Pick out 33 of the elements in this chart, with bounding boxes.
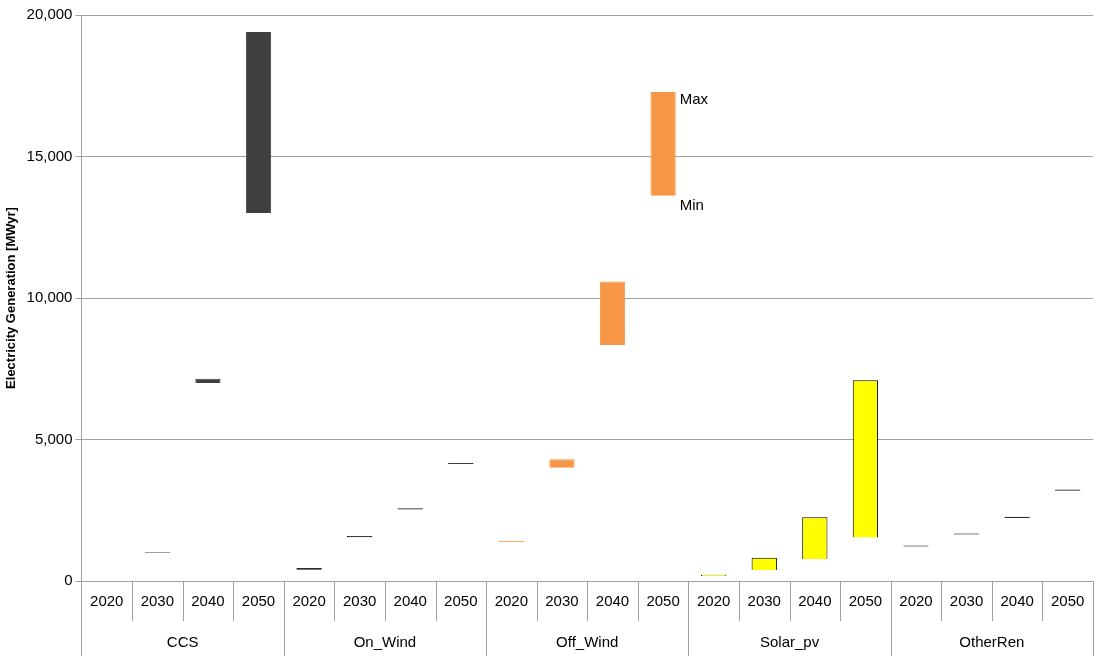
x-tick-label: 2020 <box>899 592 933 610</box>
x-tick-label: 2020 <box>90 592 124 610</box>
y-tick-label: 10,000 <box>26 288 73 306</box>
y-tick-label: 0 <box>64 571 73 589</box>
x-tick-label: 2040 <box>393 592 427 610</box>
x-tick-label: 2030 <box>342 592 377 610</box>
x-tick-label: 2030 <box>949 592 984 610</box>
x-tick-label: 2020 <box>494 592 529 610</box>
y-tick-label: 5,000 <box>34 429 73 447</box>
x-tick-label: 2050 <box>1051 592 1085 610</box>
x-tick-label: 2040 <box>1000 592 1034 610</box>
x-tick-label: 2050 <box>646 592 680 610</box>
y-tick-label: 15,000 <box>26 146 73 164</box>
x-tick-label: 2030 <box>747 592 781 610</box>
x-tick-label: 2050 <box>444 592 478 610</box>
x-tick-label: 2040 <box>595 592 630 610</box>
text: OtherRen <box>959 633 1025 651</box>
x-tick-label: 2030 <box>140 592 175 610</box>
x-tick-label: 2020 <box>292 592 326 610</box>
x-tick-label: 2020 <box>696 592 731 610</box>
y-axis-title: Electricity Generation [MWyr] <box>3 207 19 389</box>
text: On_Wind <box>353 633 417 651</box>
x-tick-label: 2050 <box>848 592 883 610</box>
annotation: Max <box>679 90 709 108</box>
text: Off_Wind <box>556 633 619 651</box>
x-tick-label: 2030 <box>545 592 579 610</box>
text: CCS <box>166 633 199 651</box>
x-tick-label: 2040 <box>191 592 225 610</box>
text: Solar_pv <box>759 633 820 651</box>
x-tick-label: 2040 <box>798 592 832 610</box>
x-tick-label: 2050 <box>241 592 276 610</box>
y-tick-label: 20,000 <box>26 5 73 23</box>
annotation: Min <box>679 195 704 213</box>
